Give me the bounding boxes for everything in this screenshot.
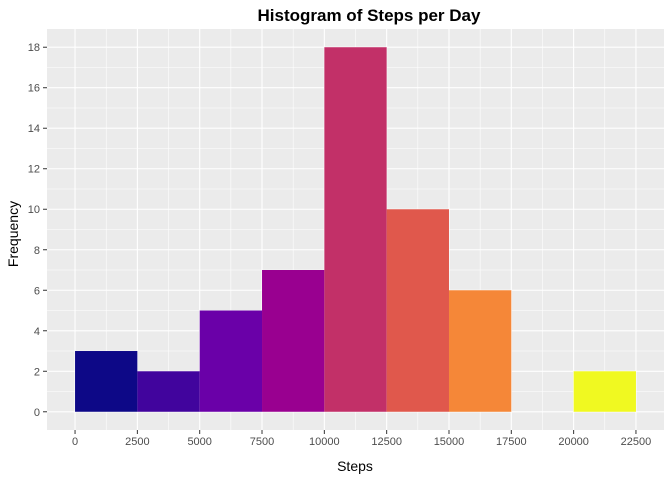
histogram-bar-5: [324, 47, 387, 412]
x-tick-label: 0: [72, 436, 78, 448]
x-tick-label: 20000: [558, 436, 589, 448]
y-tick-label: 14: [28, 123, 40, 135]
x-tick-label: 12500: [371, 436, 402, 448]
y-tick-label: 10: [28, 204, 40, 216]
chart-title: Histogram of Steps per Day: [258, 6, 481, 25]
histogram-bars: [75, 47, 636, 412]
x-axis-title: Steps: [337, 458, 373, 474]
y-axis-ticks: 0 2 4 6 8 10 12 14 16 18: [28, 42, 47, 419]
x-tick-label: 10000: [309, 436, 340, 448]
y-axis-title: Frequency: [5, 201, 21, 267]
histogram-bar-2: [137, 371, 200, 412]
histogram-bar-1: [75, 351, 138, 412]
x-tick-label: 22500: [621, 436, 652, 448]
histogram-bar-7: [448, 290, 512, 412]
y-tick-label: 16: [28, 83, 40, 95]
histogram-bar-6: [386, 209, 449, 412]
histogram-bar-3: [199, 310, 263, 412]
x-tick-label: 2500: [125, 436, 149, 448]
y-tick-label: 6: [34, 285, 40, 297]
x-axis-ticks: 0 2500 5000 7500 10000 12500 15000 17500 20000 22…: [72, 430, 651, 448]
x-tick-label: 5000: [187, 436, 211, 448]
x-tick-label: 15000: [434, 436, 465, 448]
x-tick-label: 7500: [250, 436, 274, 448]
histogram-bar-9: [573, 371, 636, 412]
y-tick-label: 0: [34, 407, 40, 419]
y-tick-label: 8: [34, 245, 40, 257]
y-tick-label: 2: [34, 366, 40, 378]
y-tick-label: 18: [28, 42, 40, 54]
histogram-bar-4: [262, 270, 325, 412]
x-tick-label: 17500: [496, 436, 527, 448]
y-tick-label: 4: [34, 326, 40, 338]
y-tick-label: 12: [28, 164, 40, 176]
